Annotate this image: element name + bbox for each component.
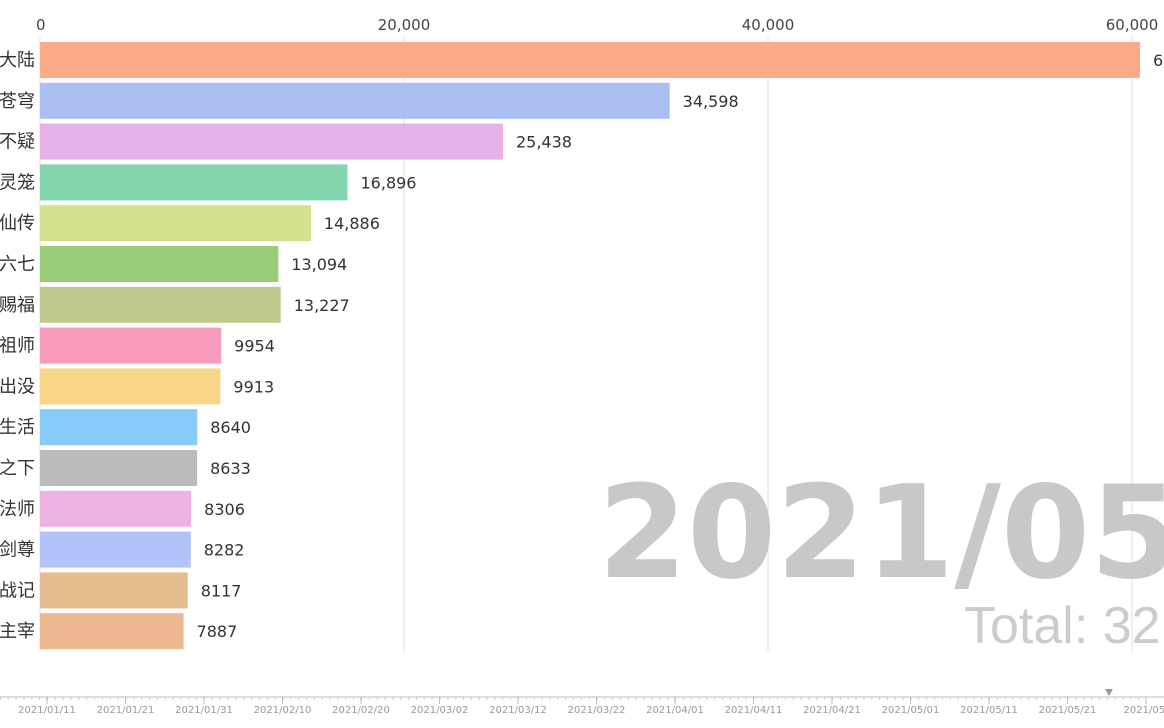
category-label: 灵笼	[0, 172, 35, 193]
value-label: 9954	[234, 337, 275, 356]
category-label: 赐福	[0, 295, 35, 316]
timeline-label: 2021/05/	[1124, 705, 1164, 716]
category-label: 祖师	[0, 336, 35, 357]
triangle-down-icon[interactable]	[1105, 689, 1113, 696]
bar-group: 法师 8306	[0, 490, 245, 527]
value-label: 8282	[204, 541, 245, 560]
bar-group: 六七 13,094	[0, 246, 347, 282]
bar-group: 祖师 9954	[0, 327, 275, 364]
total-label: Total: 32	[964, 597, 1161, 655]
value-label: 9913	[233, 377, 274, 396]
bar-group: 之下 8633	[0, 450, 251, 486]
bar-group: 苍穹 34,598	[0, 82, 739, 119]
bar	[40, 82, 670, 119]
timeline-label: 2021/02/10	[254, 705, 312, 716]
category-label: 大陆	[0, 50, 35, 71]
timeline-label: 2021/03/02	[411, 705, 469, 716]
value-label: 7887	[197, 622, 238, 641]
bar	[40, 531, 191, 568]
bar-group: 出没 9913	[0, 368, 274, 405]
current-date: 2021/05/2	[598, 459, 1164, 608]
bar	[40, 286, 281, 323]
bar-group: 仙传 14,886	[0, 205, 380, 242]
timeline-label: 2021/05/01	[882, 705, 940, 716]
category-label: 生活	[0, 417, 35, 438]
category-label: 苍穹	[0, 91, 35, 112]
bar	[40, 42, 1141, 78]
bar	[40, 246, 279, 282]
bar-group: 赐福 13,227	[0, 286, 350, 323]
category-label: 主宰	[0, 621, 35, 642]
value-label: 8640	[210, 418, 251, 437]
bar	[40, 123, 503, 160]
value-label: 8306	[204, 500, 245, 519]
timeline-label: 2021/01/21	[97, 705, 155, 716]
bar-group: 不疑 25,438	[0, 123, 572, 160]
value-label: 13,227	[294, 296, 350, 315]
bar	[40, 368, 221, 405]
value-label: 13,094	[291, 255, 347, 274]
category-label: 之下	[0, 458, 35, 479]
timeline-label: 2021/01/31	[175, 705, 233, 716]
bar	[40, 450, 198, 486]
timeline-label: 2021/01/11	[18, 705, 76, 716]
category-label: 剑尊	[0, 540, 35, 561]
bar-group: 战记 8117	[0, 572, 242, 609]
value-label: 14,886	[324, 214, 380, 233]
x-tick-label: 20,000	[378, 16, 431, 34]
timeline-label: 2021/04/01	[646, 705, 704, 716]
value-label: 25,438	[516, 133, 572, 152]
bar	[40, 205, 311, 242]
category-label: 出没	[0, 376, 35, 397]
bar	[40, 409, 198, 446]
timeline-label: 2021/03/12	[489, 705, 547, 716]
bar-group: 灵笼 16,896	[0, 164, 417, 201]
bar-group: 大陆 60	[0, 42, 1164, 78]
category-label: 法师	[0, 499, 35, 520]
value-label: 60	[1153, 51, 1164, 70]
x-tick-label: 60,000	[1106, 16, 1159, 34]
category-label: 六七	[0, 254, 35, 275]
x-tick-label: 40,000	[742, 16, 795, 34]
value-label: 16,896	[361, 173, 417, 192]
bar	[40, 613, 184, 650]
bar-group: 剑尊 8282	[0, 531, 245, 568]
bar	[40, 164, 348, 201]
bar	[40, 490, 192, 527]
timeline-label: 2021/03/22	[568, 705, 626, 716]
category-label: 不疑	[0, 132, 35, 153]
timeline-label: 2021/05/11	[960, 705, 1018, 716]
x-axis-ticks: 0 20,000 40,000 60,000	[36, 16, 1158, 34]
bars: 大陆 60 苍穹 34,598 不疑 25,438 灵笼 16,896 仙传 14,886 六七 13…	[0, 42, 1164, 650]
timeline-slider[interactable]: 2021/01/11 2021/01/21 2021/01/31 2021/02/10…	[0, 689, 1164, 716]
bar	[40, 572, 188, 609]
bar-group: 生活 8640	[0, 409, 251, 446]
timeline-label: 2021/04/11	[725, 705, 783, 716]
category-label: 战记	[0, 580, 35, 601]
value-label: 8633	[210, 459, 251, 478]
bar-group: 主宰 7887	[0, 613, 238, 650]
x-tick-label: 0	[36, 16, 46, 34]
category-label: 仙传	[0, 213, 35, 234]
value-label: 8117	[201, 581, 242, 600]
bar	[40, 327, 222, 364]
timeline-label: 2021/04/21	[803, 705, 861, 716]
timeline-label: 2021/02/20	[332, 705, 390, 716]
timeline-label: 2021/05/21	[1039, 705, 1097, 716]
value-label: 34,598	[683, 92, 739, 111]
